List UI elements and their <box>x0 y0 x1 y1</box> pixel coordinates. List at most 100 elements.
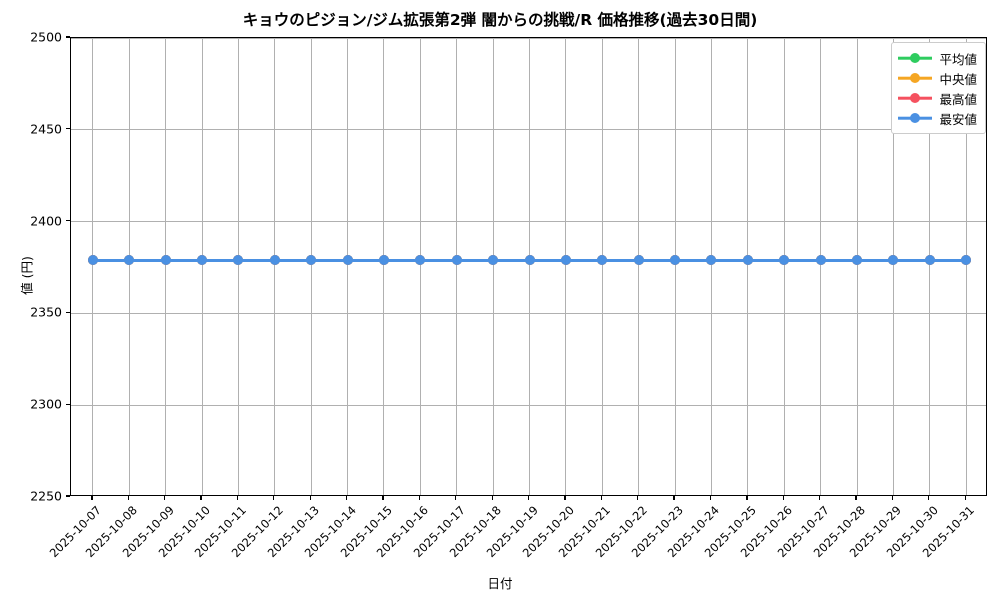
legend-item[interactable]: 中央値 <box>898 68 977 88</box>
y-tick-label: 2250 <box>30 488 62 504</box>
x-tick-mark <box>273 496 275 500</box>
legend-swatch-icon <box>898 112 933 124</box>
gridline-vertical <box>419 38 421 495</box>
series-line-segment <box>820 258 857 262</box>
plot-area <box>70 37 987 496</box>
series-line-segment <box>711 258 748 262</box>
x-tick-mark <box>782 496 784 500</box>
series-data-point <box>560 255 571 266</box>
gridline-vertical <box>92 38 94 495</box>
series-line-segment <box>747 258 785 262</box>
gridline-horizontal <box>71 404 986 406</box>
chart-legend[interactable]: 平均値中央値 最高値最安値 <box>891 42 986 134</box>
series-line-segment <box>638 258 676 262</box>
gridline-vertical <box>710 38 712 495</box>
y-tick-mark <box>66 220 70 222</box>
legend-item[interactable]: 最安値 <box>898 108 977 128</box>
series-line-segment <box>238 258 275 262</box>
x-axis-label: 日付 <box>487 576 513 591</box>
legend-swatch-icon <box>898 52 933 64</box>
x-tick-mark <box>527 496 530 500</box>
gridline-vertical <box>674 38 676 495</box>
x-tick-mark <box>637 496 639 500</box>
series-data-point <box>124 255 135 266</box>
gridline-horizontal <box>71 312 986 314</box>
x-tick-mark <box>746 496 748 500</box>
gridline-vertical <box>638 38 640 495</box>
gridline-vertical <box>492 38 494 495</box>
legend-label: 平均値 <box>939 51 977 67</box>
x-tick-mark <box>564 496 566 500</box>
x-tick-mark <box>709 496 712 500</box>
chart-title: キョウのピジョン/ジム拡張第2弾 闇からの挑戦/R 価格推移(過去30日間) <box>242 11 758 29</box>
series-data-point <box>961 255 972 266</box>
x-tick-mark <box>418 496 421 500</box>
legend-item[interactable]: 最高値 <box>898 88 977 108</box>
series-line-segment <box>129 258 166 262</box>
x-tick-mark <box>928 496 930 500</box>
y-tick-mark <box>66 403 70 405</box>
legend-marker-icon <box>910 53 921 63</box>
series-line-segment <box>165 258 202 262</box>
x-tick-mark <box>236 496 239 500</box>
series-line-segment <box>675 258 712 262</box>
x-tick-mark <box>382 496 384 500</box>
series-data-point <box>852 255 862 266</box>
series-data-point <box>160 255 171 266</box>
series-data-point <box>87 255 98 266</box>
legend-label: 最安値 <box>939 111 977 127</box>
series-line-segment <box>202 258 239 262</box>
gridline-vertical <box>310 38 312 495</box>
x-tick-mark <box>819 496 821 500</box>
x-tick-mark <box>309 496 311 500</box>
series-line-segment <box>784 258 821 262</box>
series-data-point <box>197 255 207 266</box>
x-tick-mark <box>200 496 202 500</box>
series-line-segment <box>602 258 639 262</box>
legend-label: 中央値 <box>939 71 977 87</box>
gridline-vertical <box>383 38 385 495</box>
series-line-segment <box>311 258 348 262</box>
gridline-vertical <box>201 38 203 495</box>
series-data-point <box>924 255 935 266</box>
gridline-vertical <box>565 38 567 495</box>
gridline-vertical <box>274 38 276 495</box>
gridline-vertical <box>237 38 239 495</box>
gridline-vertical <box>128 38 130 495</box>
series-data-point <box>633 255 644 266</box>
gridline-vertical <box>965 38 967 495</box>
series-data-point <box>451 255 462 266</box>
gridline-vertical <box>747 38 749 495</box>
legend-marker-icon <box>910 113 921 123</box>
series-data-point <box>524 255 535 266</box>
x-tick-mark <box>345 496 348 500</box>
series-data-point <box>888 255 899 266</box>
y-tick-label: 2400 <box>30 213 62 229</box>
x-tick-mark <box>455 496 457 500</box>
gridline-vertical <box>929 38 931 495</box>
series-line-segment <box>92 258 130 262</box>
gridline-vertical <box>820 38 822 495</box>
gridline-vertical <box>165 38 167 495</box>
series-line-segment <box>565 258 603 262</box>
gridline-vertical <box>892 38 894 495</box>
gridline-vertical <box>529 38 530 495</box>
legend-item[interactable]: 平均値 <box>898 48 977 68</box>
series-line-segment <box>347 258 384 262</box>
y-tick-label: 2350 <box>30 304 62 320</box>
gridline-horizontal <box>71 129 986 131</box>
gridline-vertical <box>456 38 458 495</box>
y-tick-mark <box>66 36 70 38</box>
x-tick-mark <box>127 496 129 500</box>
x-tick-mark <box>491 496 493 500</box>
gridline-vertical <box>347 38 349 495</box>
y-tick-label: 2450 <box>30 121 62 137</box>
x-tick-mark <box>600 496 602 500</box>
series-data-point <box>706 255 717 266</box>
gridline-horizontal <box>71 221 986 223</box>
legend-swatch-icon <box>898 92 933 104</box>
series-line-segment <box>383 258 421 262</box>
x-tick-mark <box>964 496 966 500</box>
y-tick-label: 2300 <box>30 396 62 412</box>
